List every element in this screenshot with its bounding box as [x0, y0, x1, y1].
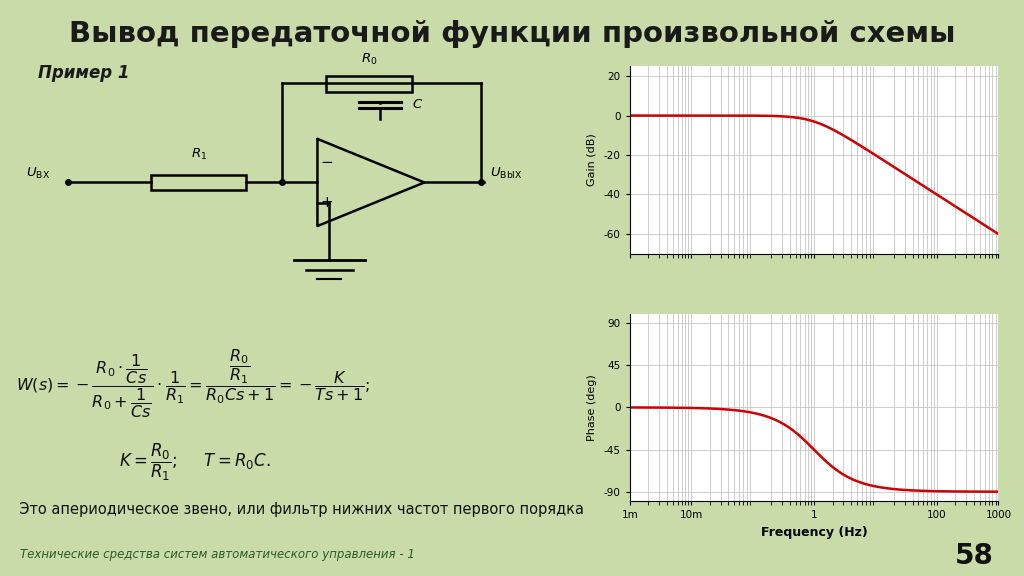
Text: −: −	[319, 155, 333, 170]
Text: Это апериодическое звено, или фильтр нижних частот первого порядка: Это апериодическое звено, или фильтр ниж…	[10, 502, 585, 517]
Bar	[152, 175, 246, 190]
Text: $U_{\mathrm{BbIX}}$: $U_{\mathrm{BbIX}}$	[489, 166, 522, 181]
Text: 58: 58	[954, 542, 993, 570]
Text: Вывод передаточной функции произвольной схемы: Вывод передаточной функции произвольной …	[69, 20, 955, 48]
X-axis label: Frequency (Hz): Frequency (Hz)	[761, 526, 867, 539]
Bar	[327, 76, 413, 92]
Text: $K = \dfrac{R_0}{R_1}$;     $T = R_0 C.$: $K = \dfrac{R_0}{R_1}$; $T = R_0 C.$	[119, 442, 271, 483]
Text: $R_0$: $R_0$	[361, 52, 378, 67]
Y-axis label: Phase (deg): Phase (deg)	[587, 374, 597, 441]
Text: $W(s) = -\dfrac{R_0 \cdot \dfrac{1}{Cs}}{R_0 + \dfrac{1}{Cs}} \cdot \dfrac{1}{R_: $W(s) = -\dfrac{R_0 \cdot \dfrac{1}{Cs}}…	[16, 347, 371, 420]
Text: +: +	[319, 195, 333, 210]
Y-axis label: Gain (dB): Gain (dB)	[587, 134, 597, 187]
Text: $R_1$: $R_1$	[190, 147, 207, 162]
Text: $C$: $C$	[413, 98, 424, 111]
Text: Пример 1: Пример 1	[38, 65, 130, 82]
Text: $U_{\mathrm{BX}}$: $U_{\mathrm{BX}}$	[27, 166, 50, 181]
Text: Технические средства систем автоматического управления - 1: Технические средства систем автоматическ…	[20, 548, 416, 560]
